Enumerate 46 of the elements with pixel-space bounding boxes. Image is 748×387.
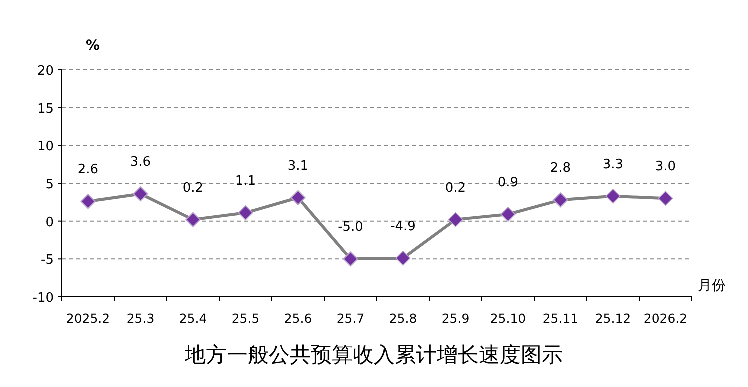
x-tick-label: 25.8 [389,311,418,326]
text: 地方一般公共预算收入累计增长速度图示 [184,343,563,367]
x-tick-label: 2025.2 [66,311,110,326]
point [80,194,96,210]
data-label: -5.0 [338,220,364,236]
y-axis-title: % [86,38,100,54]
data-label: 1.1 [235,174,256,190]
x-axis-title: 月份 [698,278,726,294]
y-tick-label: -10 [32,291,54,306]
x-tick-label: 25.11 [542,311,579,326]
data-label: 2.8 [550,161,572,176]
y-tick-label: 0 [46,215,54,230]
y-tick-label: -5 [41,253,54,268]
data-label: 3.0 [655,160,676,175]
point [343,252,358,267]
x-tick-label: 25.4 [179,311,208,326]
x-tick-label: 25.9 [442,311,470,326]
point [500,207,516,222]
x-tick-label: 25.5 [232,311,260,326]
point [238,206,254,221]
x-tick-label: 25.6 [284,311,312,326]
data-label: 3.6 [130,155,152,170]
data-label: 3.3 [602,157,624,172]
point [133,186,148,202]
x-tick-label: 25.3 [126,311,155,326]
point [658,191,674,206]
data-label: 0.2 [445,180,466,196]
x-tick-label: 25.12 [595,311,632,326]
data-label: 0.2 [182,180,204,196]
data-label: 2.6 [78,162,99,178]
point [396,250,411,266]
point [290,190,306,206]
x-tick-label: 2026.2 [644,311,688,326]
y-tick-label: 20 [37,64,54,79]
point [606,188,621,204]
data-label: 0.9 [498,176,519,191]
y-tick-label: 10 [37,140,54,155]
y-tick-label: 15 [37,102,54,117]
point [448,212,464,228]
data-label: -4.9 [390,219,416,234]
y-tick-label: 5 [46,178,54,192]
point [186,212,201,228]
x-tick-label: 25.7 [336,311,365,326]
x-tick-label: 25.10 [490,311,526,326]
point [553,192,568,208]
data-label: 3.1 [288,158,309,174]
